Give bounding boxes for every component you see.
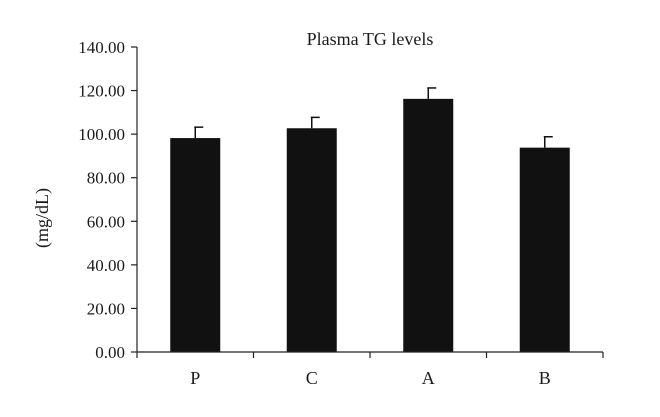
- y-tick-label: 100.00: [78, 125, 125, 144]
- bar-P: [170, 138, 221, 352]
- bars: [170, 87, 570, 352]
- y-axis: 0.00 20.00 40.00 60.00 80.00 100.00 120.00 140.…: [78, 38, 138, 362]
- x-tick-label: C: [306, 368, 318, 388]
- y-tick-label: 140.00: [78, 38, 125, 57]
- x-tick-label: A: [422, 368, 435, 388]
- y-tick-label: 60.00: [87, 212, 125, 231]
- y-tick-label: 120.00: [78, 82, 125, 101]
- y-tick-label: 20.00: [87, 299, 125, 318]
- bar-B: [519, 147, 570, 352]
- y-axis-title: (mg/dL): [32, 188, 53, 248]
- x-tick-label: P: [190, 368, 200, 388]
- y-tick-label: 0.00: [95, 343, 125, 362]
- bar-A: [403, 98, 454, 352]
- y-tick-label: 40.00: [87, 256, 125, 275]
- y-tick-label: 80.00: [87, 169, 125, 188]
- bar-C: [286, 128, 337, 352]
- x-tick-label: B: [539, 368, 551, 388]
- chart-title: Plasma TG levels: [307, 29, 434, 49]
